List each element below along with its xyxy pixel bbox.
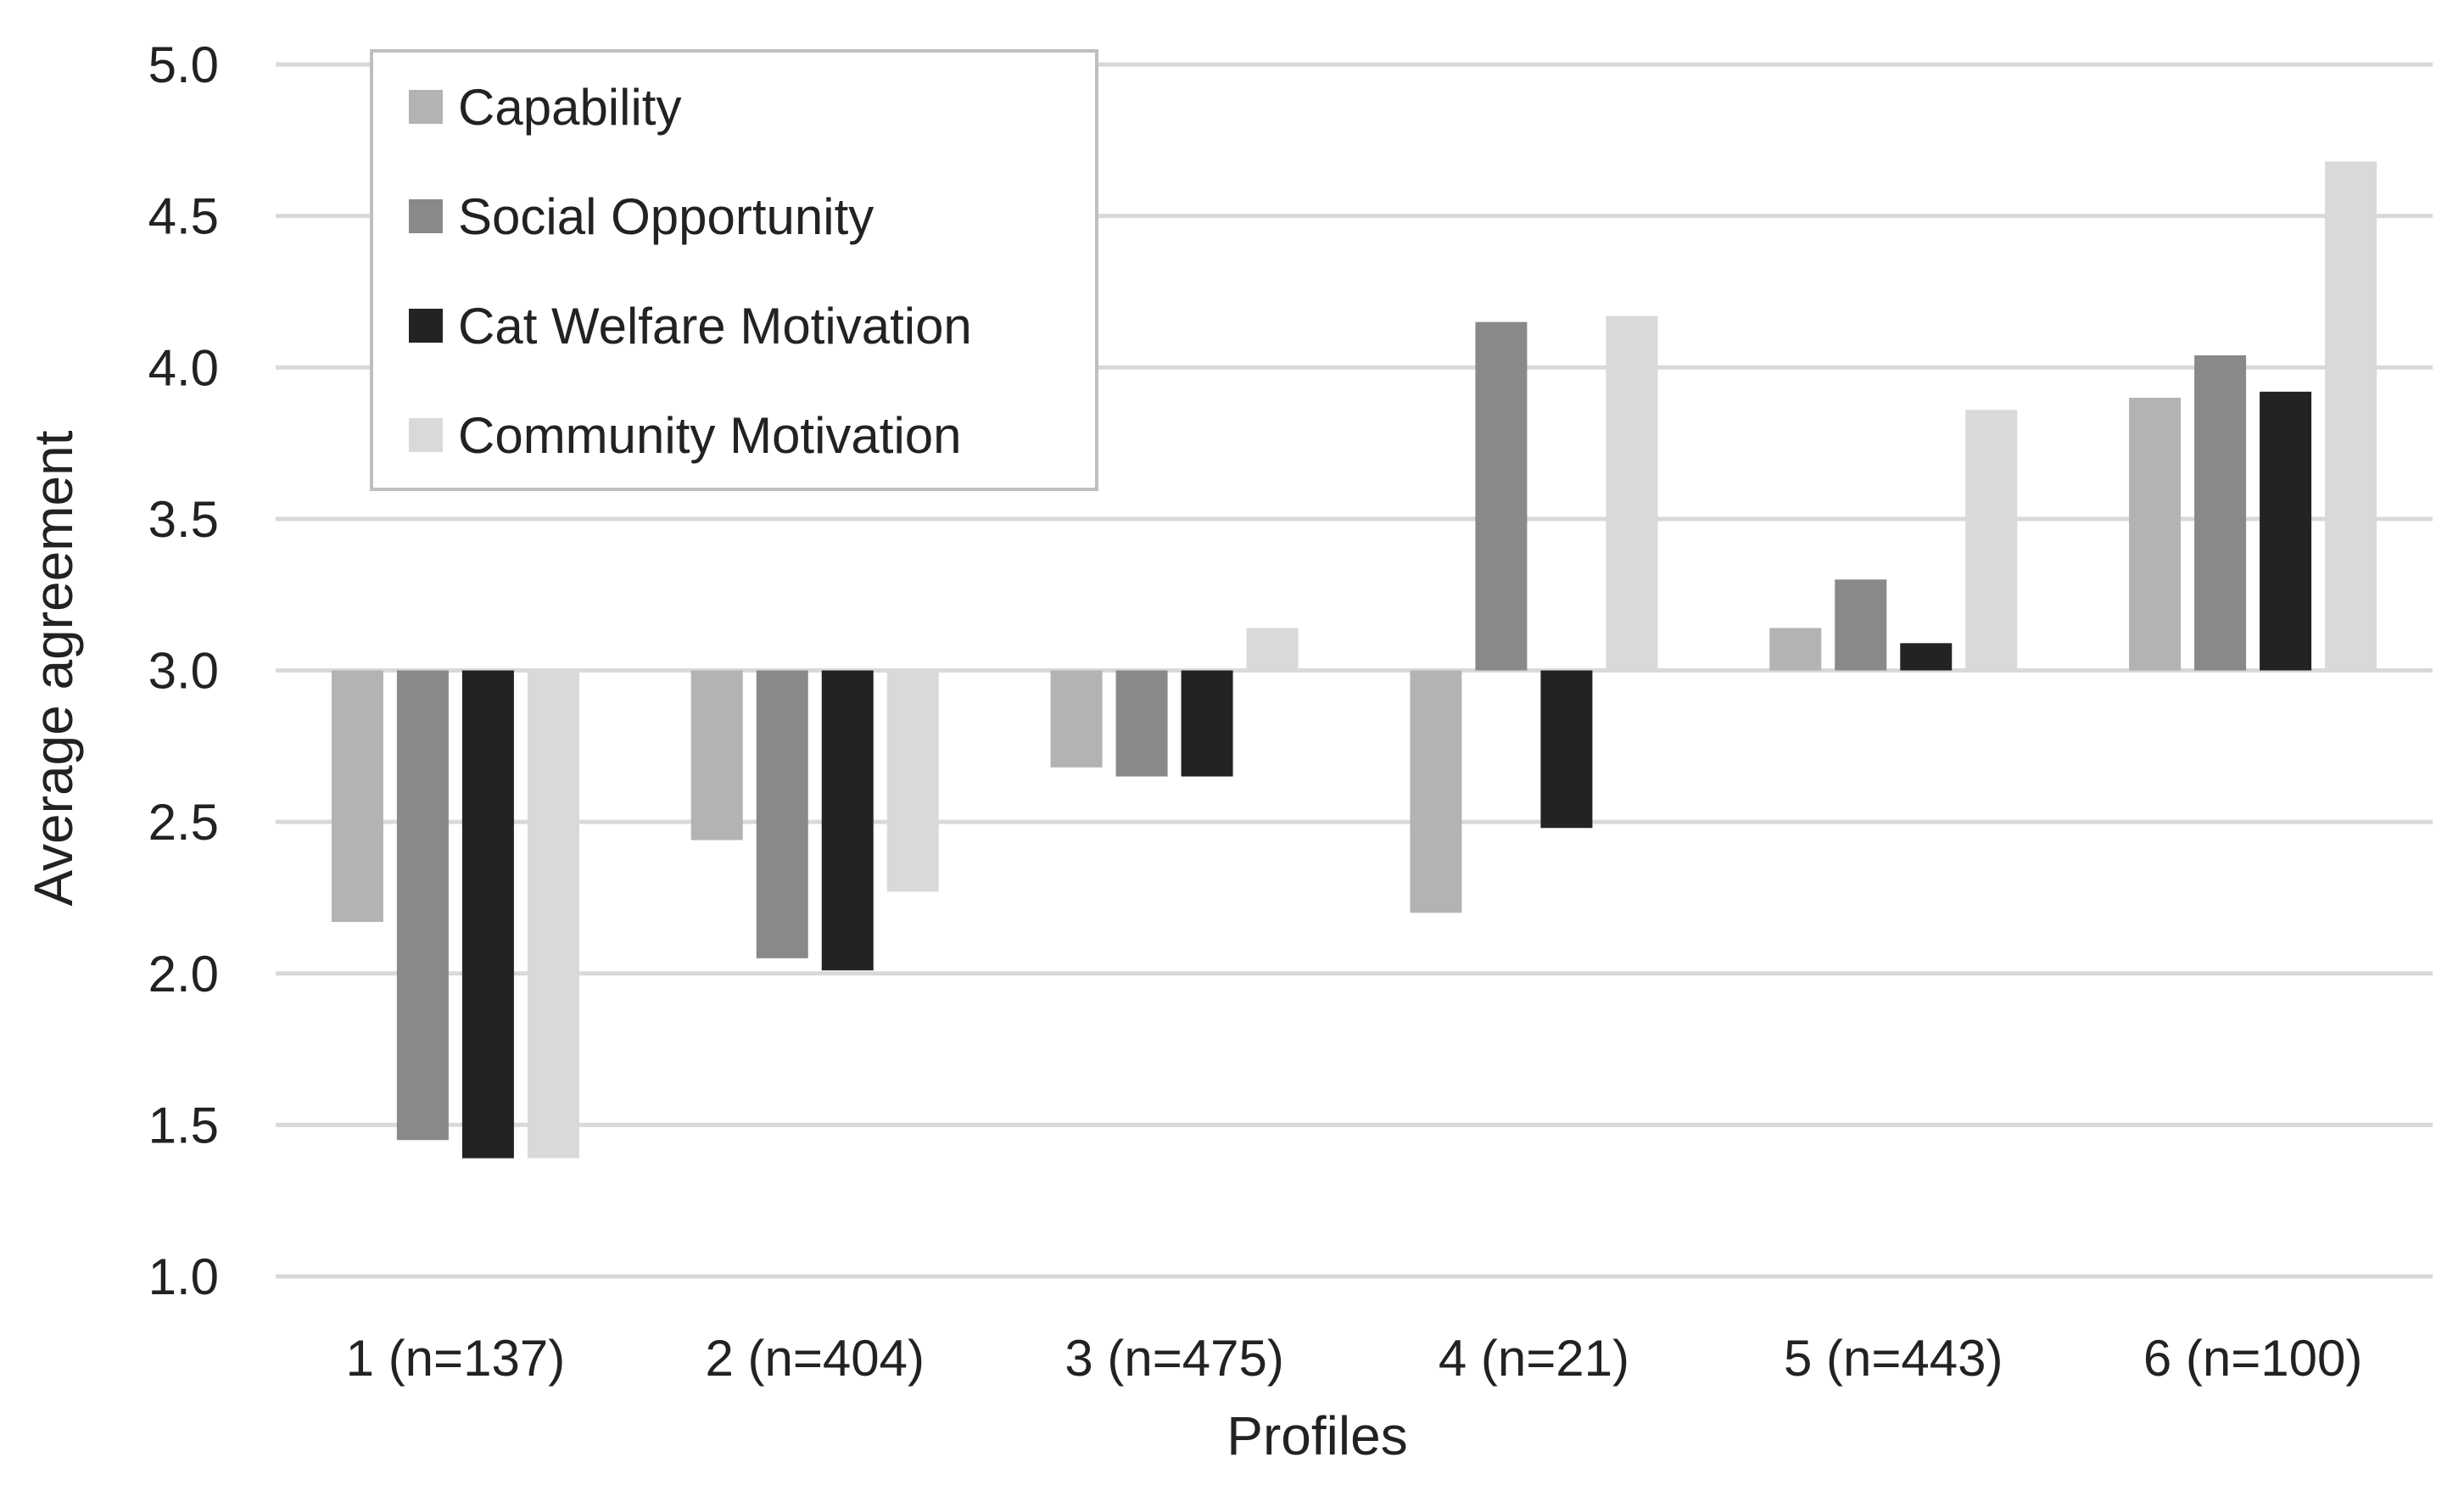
bar-social-opportunity — [1835, 579, 1887, 671]
y-axis-label: Average agreement — [23, 430, 84, 906]
bar-community-motivation — [1606, 315, 1658, 671]
y-tick-label: 3.5 — [148, 491, 219, 548]
bar-capability — [1410, 670, 1462, 913]
legend-swatch — [409, 309, 443, 343]
legend-label: Social Opportunity — [458, 188, 874, 245]
bar-community-motivation — [886, 670, 939, 892]
bar-cat-welfare-motivation — [461, 670, 514, 1159]
y-tick-label: 1.5 — [148, 1097, 219, 1153]
bar-social-opportunity — [2194, 355, 2247, 671]
y-tick-label: 5.0 — [148, 36, 219, 93]
y-tick-label: 4.5 — [148, 188, 219, 245]
y-axis-ticks: 1.0 1.5 2.0 2.5 3.0 3.5 4.0 4.5 5.0 — [148, 36, 219, 1305]
x-axis-label: Profiles — [1226, 1405, 1407, 1466]
bar-community-motivation — [1246, 628, 1299, 671]
x-axis-ticks: 1 (n=137) 2 (n=404) 3 (n=475) 4 (n=21) 5 (n=… — [346, 1330, 2363, 1387]
legend-label: Community Motivation — [458, 407, 962, 464]
y-tick-label: 2.5 — [148, 794, 219, 851]
x-tick-label: 1 (n=137) — [346, 1330, 566, 1387]
legend-swatch — [409, 90, 443, 124]
bar-cat-welfare-motivation — [1181, 670, 1233, 777]
bars — [331, 161, 2377, 1159]
bar-capability — [690, 670, 743, 840]
bar-community-motivation — [527, 670, 579, 1159]
bar-capability — [2129, 397, 2182, 671]
x-tick-label: 5 (n=443) — [1784, 1330, 2003, 1387]
legend-label: Cat Welfare Motivation — [458, 298, 972, 355]
bar-community-motivation — [2325, 161, 2377, 671]
bar-social-opportunity — [1475, 321, 1528, 671]
y-tick-label: 3.0 — [148, 643, 219, 700]
bar-social-opportunity — [396, 670, 449, 1141]
bar-social-opportunity — [756, 670, 808, 958]
x-tick-label: 3 (n=475) — [1064, 1330, 1284, 1387]
bar-cat-welfare-motivation — [821, 670, 874, 971]
bar-cat-welfare-motivation — [1900, 643, 1953, 671]
legend-swatch — [409, 199, 443, 233]
legend-label: Capability — [458, 79, 681, 136]
bar-capability — [1050, 670, 1103, 768]
bar-cat-welfare-motivation — [2260, 391, 2312, 671]
bar-community-motivation — [1965, 410, 2018, 671]
bar-capability — [331, 670, 383, 923]
legend-swatch — [409, 418, 443, 452]
y-tick-label: 4.0 — [148, 339, 219, 396]
legend-box — [370, 49, 1098, 491]
bar-social-opportunity — [1115, 670, 1168, 777]
x-tick-label: 2 (n=404) — [705, 1330, 925, 1387]
bar-capability — [1769, 628, 1822, 671]
x-tick-label: 6 (n=100) — [2143, 1330, 2363, 1387]
y-tick-label: 1.0 — [148, 1248, 219, 1305]
y-tick-label: 2.0 — [148, 946, 219, 1002]
legend: Capability Social Opportunity Cat Welfare … — [370, 49, 1098, 491]
bar-cat-welfare-motivation — [1540, 670, 1593, 829]
x-tick-label: 4 (n=21) — [1439, 1330, 1629, 1387]
